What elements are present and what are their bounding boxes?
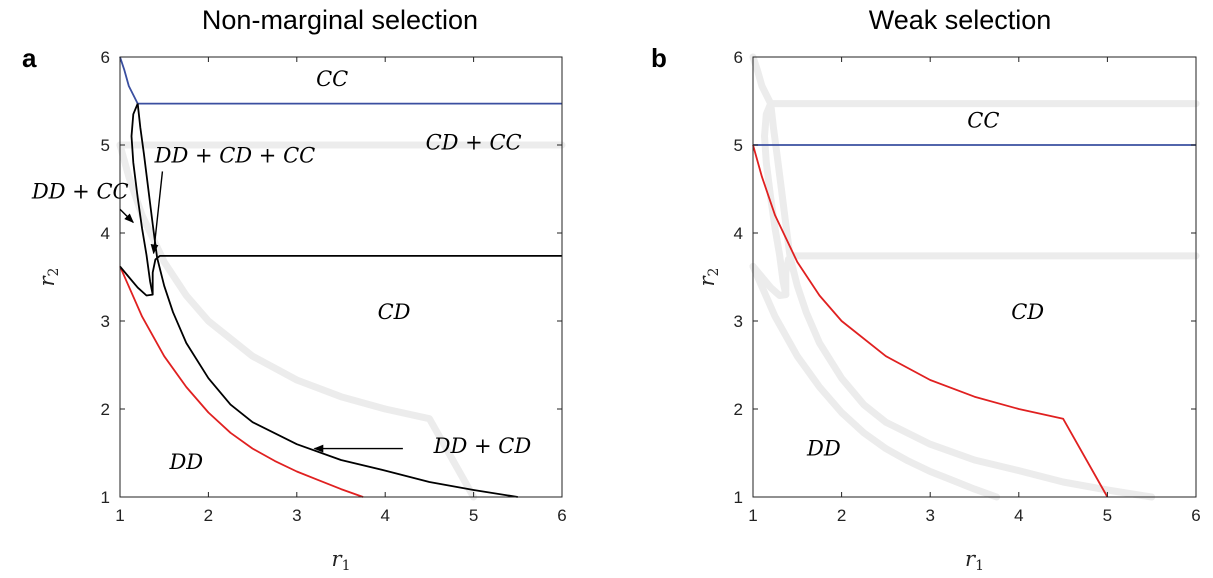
plot-frame — [119, 56, 563, 498]
y-tick-label: 4 — [101, 224, 110, 243]
chart-title: Weak selection — [869, 5, 1052, 35]
y-tick-label: 3 — [101, 312, 110, 331]
y-axis-label: r2 — [695, 268, 722, 287]
y-tick-label: 5 — [734, 136, 743, 155]
y-tick-label: 1 — [101, 488, 110, 507]
x-tick-label: 3 — [292, 506, 301, 525]
ghost-curve — [749, 53, 1200, 108]
ghost-curve — [761, 100, 790, 299]
y-tick-label: 6 — [101, 48, 110, 67]
region-label: CD + CC — [426, 130, 522, 154]
y-tick-label: 2 — [101, 400, 110, 419]
x-tick-label: 3 — [925, 506, 934, 525]
x-tick-label: 2 — [837, 506, 846, 525]
y-axis-label-sub: 2 — [706, 268, 722, 277]
region-label: DD — [168, 450, 203, 474]
boundary-curve — [130, 103, 154, 295]
panel-label: b — [651, 43, 667, 73]
y-tick-label: 4 — [734, 224, 743, 243]
ghost-curve — [767, 100, 1156, 501]
annotation-arrow — [150, 171, 164, 255]
y-axis-label: r2 — [35, 268, 62, 287]
region-label: CD — [1011, 300, 1044, 324]
panel-label: a — [22, 43, 37, 73]
x-axis-label-sub: 1 — [975, 558, 984, 574]
x-tick-label: 4 — [1014, 506, 1023, 525]
y-tick-label: 5 — [101, 136, 110, 155]
boundary-curve — [119, 56, 562, 105]
x-tick-label: 5 — [1103, 506, 1112, 525]
x-axis-label-sub: 1 — [342, 558, 351, 574]
boundary-curve — [136, 103, 518, 498]
y-tick-label: 6 — [734, 48, 743, 67]
plot-frame — [752, 56, 1197, 498]
y-tick-label: 2 — [734, 400, 743, 419]
y-axis-label-sub: 2 — [46, 268, 62, 277]
chart-title: Non-marginal selection — [202, 5, 478, 35]
x-tick-label: 6 — [557, 506, 566, 525]
x-tick-label: 1 — [115, 506, 124, 525]
y-tick-label: 3 — [734, 312, 743, 331]
boundary-curve — [119, 266, 364, 498]
x-axis-label: r1 — [965, 547, 984, 574]
region-label: CC — [967, 108, 999, 132]
ghost-curve — [749, 252, 1200, 299]
region-label: CC — [316, 67, 348, 91]
x-tick-label: 1 — [748, 506, 757, 525]
x-tick-label: 5 — [469, 506, 478, 525]
x-axis-label: r1 — [332, 547, 351, 574]
region-label: DD — [806, 437, 841, 461]
region-label: DD + CD + CC — [154, 144, 316, 168]
region-label: DD + CC — [31, 180, 129, 204]
y-tick-label: 1 — [734, 488, 743, 507]
x-tick-label: 2 — [204, 506, 213, 525]
x-tick-label: 4 — [380, 506, 389, 525]
ghost-curve — [749, 262, 1001, 501]
panel-a: Non-marginal selection a 1 2 3 4 5 6 1 2 3 4 5 6 r1 r2 C… — [22, 5, 567, 574]
boundary-curve — [752, 144, 1109, 498]
annotation-arrow — [119, 208, 134, 224]
region-label: CD — [378, 300, 411, 324]
panel-b: Weak selection b 1 2 3 4 5 6 1 2 3 4 5 6 r1 r2 CC CD DD — [651, 5, 1201, 574]
region-label: DD + CD — [433, 434, 532, 458]
x-tick-label: 6 — [1191, 506, 1200, 525]
